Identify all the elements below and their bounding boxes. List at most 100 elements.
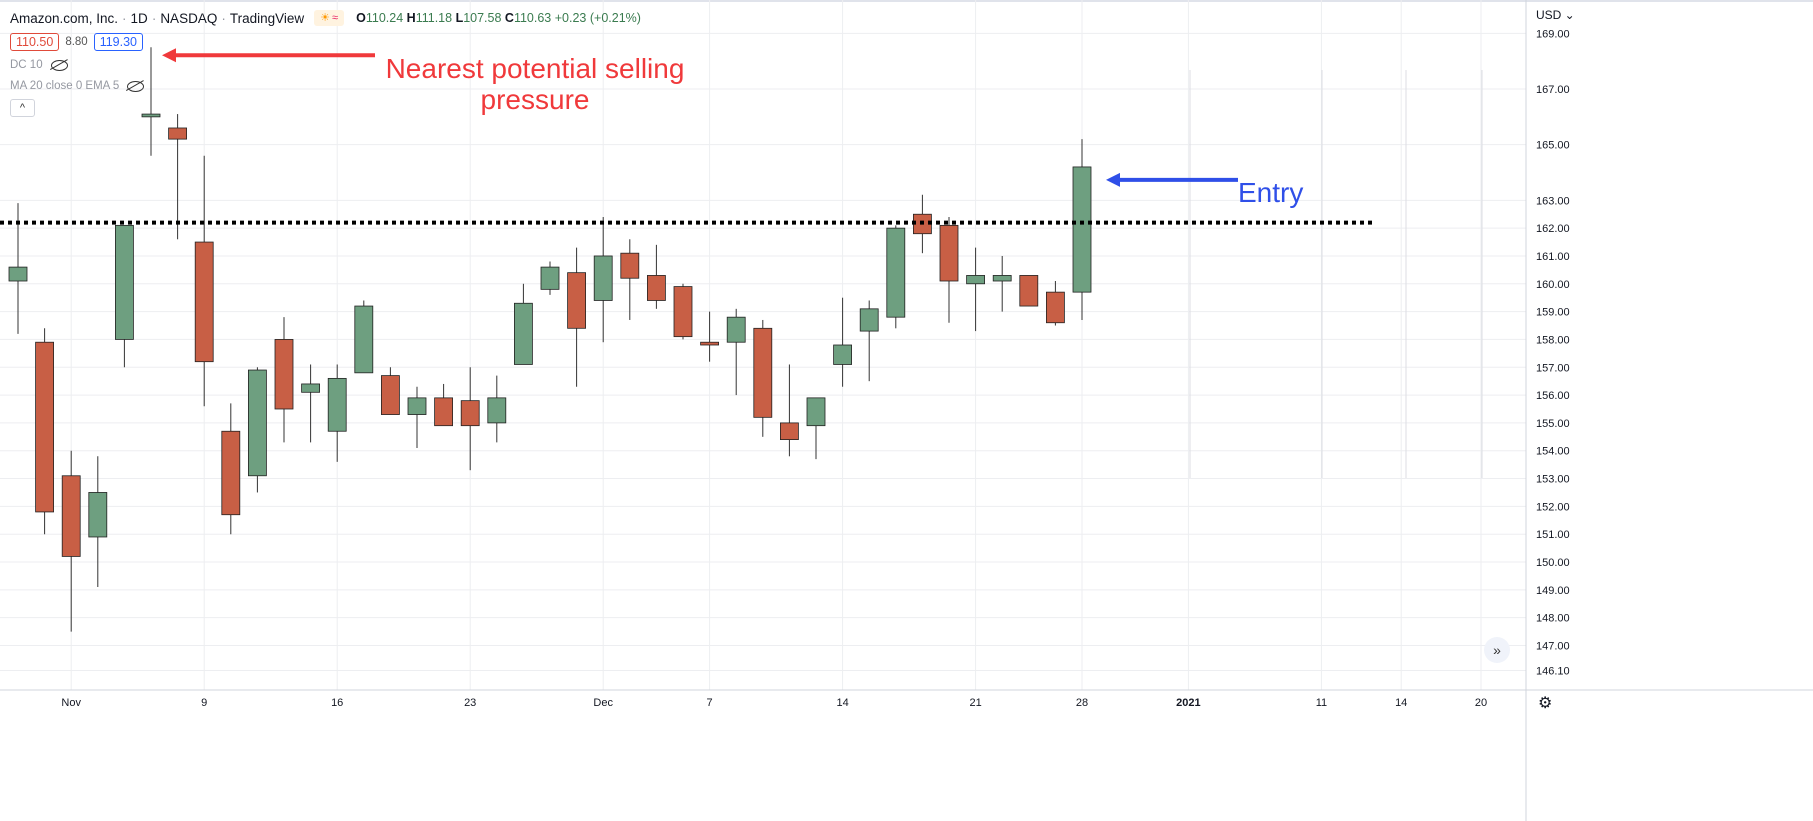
candle [141,47,161,156]
y-tick-label: 169.00 [1536,28,1570,40]
entry-arrowhead [1106,172,1120,187]
y-tick-label: 157.00 [1536,362,1570,374]
ohlc-high: 111.18 [415,11,453,25]
x-tick-label: 2021 [1176,697,1200,709]
candle-body [833,344,852,365]
indicator-dc[interactable]: DC 10 [10,59,68,71]
candle [939,217,959,323]
candle [221,403,241,535]
candle-body [354,305,374,374]
candle-body [1072,166,1092,293]
exchange: NASDAQ [160,10,218,26]
symbol-name[interactable]: Amazon.com, Inc. [10,10,119,26]
y-tick-label: 162.00 [1536,223,1570,235]
interval[interactable]: 1D [130,10,148,26]
candle-body [460,400,480,427]
y-tick-label: 146.10 [1536,666,1570,678]
selling-pressure-arrowhead [162,48,176,63]
candle-body [35,341,54,513]
candle [1019,275,1039,307]
candle-body [168,127,188,140]
y-tick-label: 147.00 [1536,640,1570,652]
y-tick-label: 156.00 [1536,390,1570,402]
candle [673,283,693,340]
candle [540,261,560,295]
candle-body [194,241,214,363]
x-tick-label: 14 [1395,697,1407,709]
candle [886,225,906,329]
y-tick-label: 150.00 [1536,557,1570,569]
candle [833,297,852,387]
entry-annotation: Entry [1238,177,1304,208]
candle [274,317,294,443]
candle-body [806,397,826,427]
y-tick-label: 152.00 [1536,501,1570,513]
y-tick-label: 160.00 [1536,279,1570,291]
candle-body [380,375,400,415]
y-tick-label: 151.00 [1536,529,1570,541]
candle [460,367,480,471]
y-tick-label: 159.00 [1536,307,1570,319]
eye-off-icon[interactable] [50,59,68,71]
trade-prices: 110.50 8.80 119.30 [10,33,144,51]
candle-body [301,383,321,393]
candle [168,114,188,240]
candle-body [407,397,427,415]
ohlc-close: 110.63 [513,11,552,25]
spread-value: 8.80 [65,36,88,48]
candle [115,224,134,368]
candle-body [753,327,773,418]
scroll-to-realtime-button[interactable]: » [1484,637,1510,663]
candle-body [434,397,454,427]
candle-body [673,286,693,338]
x-tick-label: Nov [61,697,81,709]
buy-price-button[interactable]: 119.30 [93,33,144,51]
y-tick-label: 148.00 [1536,613,1570,625]
x-tick-label: 9 [201,697,207,709]
candle [593,217,613,343]
candle-body [115,224,134,340]
candle [301,364,321,443]
ohlc-change: +0.23 (+0.21%) [554,11,641,25]
candle-body [274,339,294,410]
candle [247,367,267,493]
candle [966,247,985,332]
currency-selector[interactable]: USD ⌄ [1536,8,1575,22]
y-tick-label: 155.00 [1536,418,1570,430]
candle [620,239,640,320]
candle-body [61,475,81,557]
x-tick-label: 20 [1475,697,1487,709]
indicator-label: MA 20 close 0 EMA 5 [10,80,120,92]
indicator-ma[interactable]: MA 20 close 0 EMA 5 [10,80,145,92]
candles [8,47,1092,632]
sun-icon[interactable]: ☀ ≈ [314,10,345,26]
candle-body [514,302,533,365]
candle [647,244,666,309]
ohlc-values: O110.24 H111.18 L107.58 C110.63 +0.23 (+… [356,11,641,25]
candle [567,247,586,387]
collapse-legend-button[interactable]: ^ [10,99,35,117]
candle-body [141,113,161,118]
candle [1072,139,1092,320]
eye-off-icon[interactable] [127,80,145,92]
sell-price-button[interactable]: 110.50 [10,33,60,51]
y-tick-label: 165.00 [1536,140,1570,152]
indicator-label: DC 10 [10,59,43,71]
candle-body [247,369,267,477]
candle [380,367,400,415]
candle [354,300,374,374]
gear-icon[interactable]: ⚙ [1538,695,1553,712]
candle [88,456,108,588]
candle-body [700,341,719,346]
ohlc-low: 107.58 [463,11,502,25]
candle [753,319,773,437]
candle [327,364,347,462]
x-tick-label: 23 [464,697,476,709]
candle-body [487,397,507,424]
selling-pressure-annotation: Nearest potential selling pressure [385,53,685,115]
candle-body [593,255,613,301]
candle-body [540,266,560,290]
y-tick-label: 158.00 [1536,334,1570,346]
